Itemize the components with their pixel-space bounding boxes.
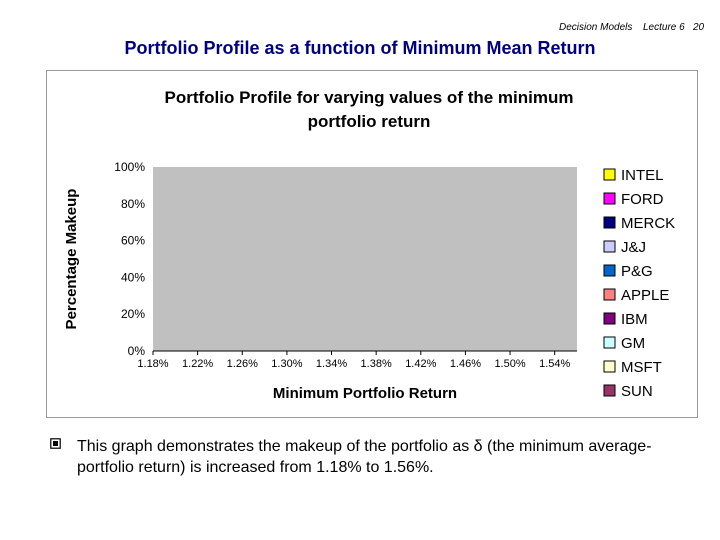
legend-label-apple: APPLE (621, 287, 669, 304)
header-course: Decision Models (559, 22, 633, 33)
y-tick-label: 40% (121, 270, 145, 284)
legend-swatch-ford (603, 192, 616, 205)
legend-swatch-sun (603, 384, 616, 397)
bullet-text-before: This graph demonstrates the makeup of th… (77, 438, 474, 455)
delta-symbol: δ (473, 438, 483, 455)
slide-title: Portfolio Profile as a function of Minim… (124, 38, 596, 58)
header-lecture: Lecture 6 (643, 22, 685, 33)
legend-swatch-msft (603, 360, 616, 373)
legend-label-p-g: P&G (621, 263, 653, 280)
y-tick-label: 20% (121, 307, 145, 321)
legend-label-msft: MSFT (621, 359, 662, 376)
bullet-text-after: (the minimum average-portfolio return) i… (77, 438, 652, 476)
legend-swatch-j-j (603, 240, 616, 253)
y-tick-label: 80% (121, 197, 145, 211)
x-tick-label: 1.18% (137, 358, 168, 370)
legend-label-ford: FORD (621, 191, 664, 208)
x-tick-label: 1.50% (494, 358, 525, 370)
legend-label-sun: SUN (621, 383, 653, 400)
header-page-number: 20 (693, 22, 705, 33)
y-tick-label: 60% (121, 234, 145, 248)
bullet-text: This graph demonstrates the makeup of th… (77, 436, 690, 478)
legend-swatch-merck (603, 216, 616, 229)
chart-frame: Portfolio Profile for varying values of … (46, 70, 698, 418)
legend-swatch-gm (603, 336, 616, 349)
legend-label-gm: GM (621, 335, 645, 352)
chart-title-line: portfolio return (308, 112, 431, 131)
chart-title-line: Portfolio Profile for varying values of … (164, 88, 573, 107)
legend-label-merck: MERCK (621, 215, 675, 232)
legend-swatch-intel (603, 168, 616, 181)
legend-swatch-ibm (603, 312, 616, 325)
x-tick-label: 1.22% (182, 358, 213, 370)
legend-label-ibm: IBM (621, 311, 648, 328)
y-tick-label: 0% (128, 344, 146, 358)
x-tick-label: 1.46% (450, 358, 481, 370)
legend-swatch-p-g (603, 264, 616, 277)
x-tick-label: 1.54% (539, 358, 570, 370)
y-axis-label: Percentage Makeup (63, 189, 80, 330)
legend-label-intel: INTEL (621, 167, 664, 184)
area-chart: Portfolio Profile for varying values of … (63, 88, 675, 402)
legend-label-j-j: J&J (621, 239, 646, 256)
x-tick-label: 1.26% (227, 358, 258, 370)
y-tick-label: 100% (114, 160, 145, 174)
x-tick-label: 1.42% (405, 358, 436, 370)
bullet-item: This graph demonstrates the makeup of th… (50, 436, 690, 478)
legend-swatch-apple (603, 288, 616, 301)
bullet-icon (50, 438, 61, 449)
x-axis-label: Minimum Portfolio Return (273, 385, 457, 402)
x-tick-label: 1.34% (316, 358, 347, 370)
x-tick-label: 1.38% (361, 358, 392, 370)
plot-area (153, 167, 577, 351)
x-tick-label: 1.30% (271, 358, 302, 370)
